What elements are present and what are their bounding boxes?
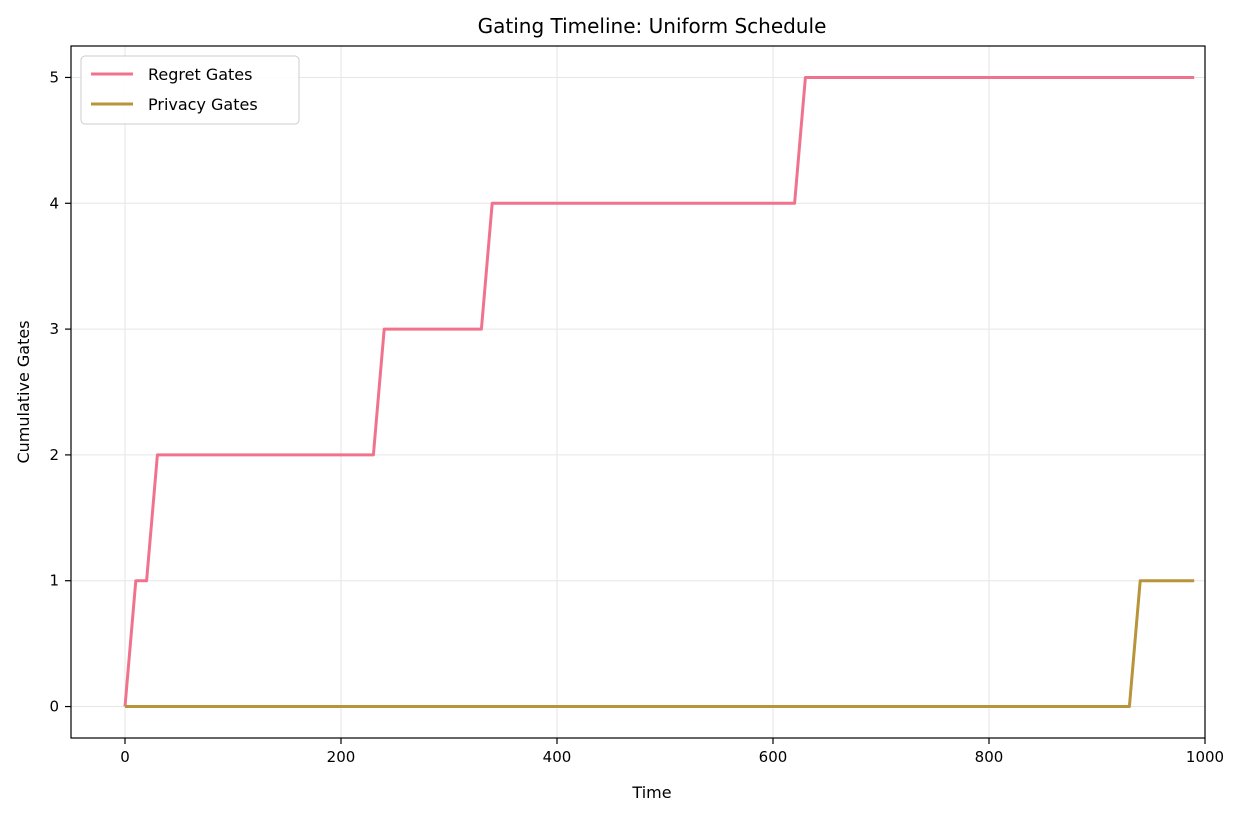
x-tick-label: 800: [975, 748, 1004, 766]
x-tick-label: 1000: [1186, 748, 1224, 766]
y-tick-label: 1: [49, 572, 59, 590]
x-tick-label: 400: [543, 748, 572, 766]
chart-title: Gating Timeline: Uniform Schedule: [478, 14, 827, 38]
series-line-regret-gates: [123, 75, 1195, 707]
plot-frame: [70, 45, 1206, 739]
legend-label-privacy-gates: Privacy Gates: [148, 95, 258, 114]
y-tick-label: 0: [49, 698, 59, 716]
series-layer: [123, 75, 1195, 709]
x-tick-label: 600: [759, 748, 788, 766]
legend-label-regret-gates: Regret Gates: [148, 65, 252, 84]
y-axis-label: Cumulative Gates: [14, 320, 33, 463]
x-tick-label: 200: [327, 748, 356, 766]
y-tick-label: 5: [49, 68, 59, 86]
y-tick-label: 2: [49, 446, 59, 464]
x-axis-label: Time: [631, 783, 671, 802]
x-tick-label: 0: [120, 748, 130, 766]
series-line-privacy-gates: [125, 579, 1195, 709]
y-tick-label: 4: [49, 194, 59, 212]
y-tick-label: 3: [49, 320, 59, 338]
legend-box: [80, 55, 300, 125]
ticks: 0 200 400 600 800 1000 0 1 2 3 4 5: [49, 68, 1224, 766]
legend: Regret Gates Privacy Gates: [80, 55, 300, 125]
